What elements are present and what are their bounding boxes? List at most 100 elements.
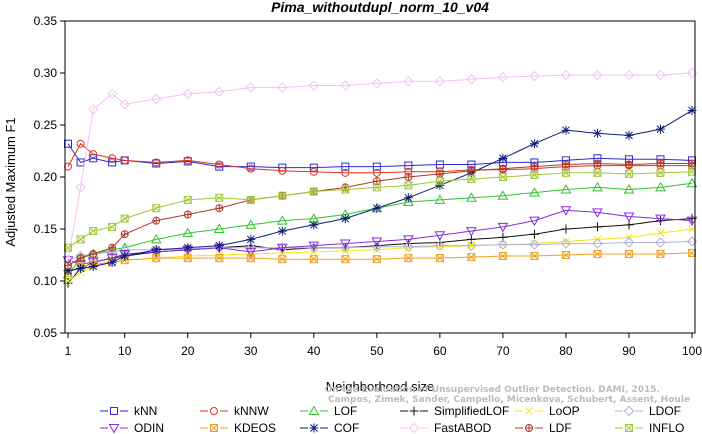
data-point-ldof <box>466 240 477 251</box>
legend: kNN kNNW LOF SimplifiedLOF LoOP LDOF ODIN KDEOS… <box>100 404 684 434</box>
data-point-kdeos <box>530 252 539 261</box>
data-point-cof <box>529 139 539 149</box>
data-point-kdeos <box>561 251 570 259</box>
data-point-kdeos <box>624 249 633 258</box>
data-point-kdeos <box>435 254 444 263</box>
data-point-cof <box>561 125 571 135</box>
data-point-ldf <box>89 249 98 258</box>
data-point-fastabod <box>497 71 509 83</box>
data-point-inflo <box>656 168 665 177</box>
data-point-knnw <box>76 139 85 148</box>
y-tick-label: 0.25 <box>34 118 58 132</box>
data-point-lof <box>592 181 603 192</box>
data-point-inflo <box>435 177 444 186</box>
data-point-odin <box>276 243 288 254</box>
data-point-fastabod <box>277 82 288 93</box>
series-cof <box>63 105 697 276</box>
series-knnw <box>64 139 696 177</box>
data-point-odin <box>497 222 509 233</box>
data-point-cof <box>120 251 130 261</box>
data-point-odin <box>655 214 666 225</box>
data-point-lof <box>686 177 698 188</box>
data-point-inflo <box>278 191 287 200</box>
data-point-cof <box>624 130 634 140</box>
legend-item-kdeos: KDEOS <box>200 421 276 434</box>
data-point-cof <box>435 180 445 190</box>
data-point-ldof <box>340 242 351 253</box>
y-axis-label: Adjusted Maximum F1 <box>3 117 18 246</box>
axes: 0.05 0.10 0.15 0.20 0.25 0.30 0.35 1 10 20 30 40 50 6… <box>34 14 702 358</box>
data-point-fastabod <box>434 76 446 87</box>
data-point-cof <box>403 193 413 203</box>
data-point-lof <box>182 227 194 238</box>
data-point-knn <box>404 161 413 170</box>
data-point-odin <box>62 256 74 266</box>
data-point-knnw <box>278 166 287 175</box>
data-point-loop <box>341 246 350 255</box>
legend-marker <box>210 407 218 415</box>
data-point-kdeos <box>341 255 350 264</box>
legend-label: LDOF <box>649 404 681 418</box>
data-point-ldf <box>183 210 192 219</box>
data-point-cof <box>687 105 697 115</box>
x-tick-label: 60 <box>433 344 447 358</box>
data-point-kdeos <box>215 254 224 263</box>
data-point-inflo <box>183 195 192 204</box>
data-point-knn <box>341 162 350 171</box>
legend-label: kNN <box>134 404 157 418</box>
legend-item-knn: kNN <box>100 404 157 418</box>
y-tick-label: 0.15 <box>34 222 58 236</box>
watermark-line-2: Campos, Zimek, Sander, Campello, Micenko… <box>328 395 690 405</box>
data-point-inflo <box>246 195 255 204</box>
data-point-cof <box>655 124 665 134</box>
data-point-knnw <box>183 156 192 165</box>
data-point-inflo <box>341 185 350 194</box>
legend-marker <box>409 406 419 416</box>
data-point-knnw <box>108 154 117 163</box>
data-point-knnw <box>246 164 255 173</box>
data-point-inflo <box>309 187 318 196</box>
data-point-ldof <box>529 239 540 250</box>
legend-marker <box>108 424 120 434</box>
data-point-loop <box>372 245 381 254</box>
data-point-ldf <box>404 173 413 181</box>
data-point-cof <box>183 243 193 253</box>
data-point-ldf <box>435 169 444 178</box>
data-point-inflo <box>624 169 633 178</box>
data-point-loop <box>530 239 539 248</box>
series-line-cof <box>67 109 693 272</box>
data-point-kdeos <box>593 249 602 258</box>
data-point-odin <box>560 206 572 216</box>
data-point-ldf <box>467 166 476 175</box>
data-point-cof <box>246 234 256 244</box>
data-point-fastabod <box>655 69 666 81</box>
data-point-knnw <box>215 160 224 169</box>
data-point-inflo <box>152 204 161 213</box>
data-point-lof <box>403 196 414 206</box>
data-point-ldf <box>64 261 72 270</box>
legend-marker <box>625 424 633 432</box>
x-tick-label: 90 <box>622 344 636 358</box>
x-tick-label: 70 <box>496 344 510 358</box>
y-tick-label: 0.10 <box>34 274 58 288</box>
watermark-line-1: On the Evaluation of Unsupervised Outlie… <box>325 385 660 395</box>
data-point-inflo <box>108 222 117 231</box>
legend-item-inflo: INFLO <box>615 421 684 434</box>
legend-label: KDEOS <box>234 421 276 434</box>
legend-marker <box>110 407 118 415</box>
legend-marker <box>525 407 533 415</box>
data-point-knnw <box>309 167 318 176</box>
data-point-odin <box>371 237 383 247</box>
legend-label: LoOP <box>549 404 580 418</box>
y-tick-label: 0.05 <box>34 326 58 340</box>
data-point-cof <box>277 226 287 236</box>
series-ldf <box>64 159 696 270</box>
data-point-inflo <box>89 227 98 236</box>
data-point-ldf <box>688 159 696 168</box>
data-point-odin <box>434 231 446 241</box>
data-point-ldf <box>498 164 507 173</box>
data-point-ldf <box>530 162 539 171</box>
data-point-fastabod <box>371 78 383 89</box>
data-point-lof <box>276 215 288 225</box>
data-point-knnw <box>372 168 381 177</box>
